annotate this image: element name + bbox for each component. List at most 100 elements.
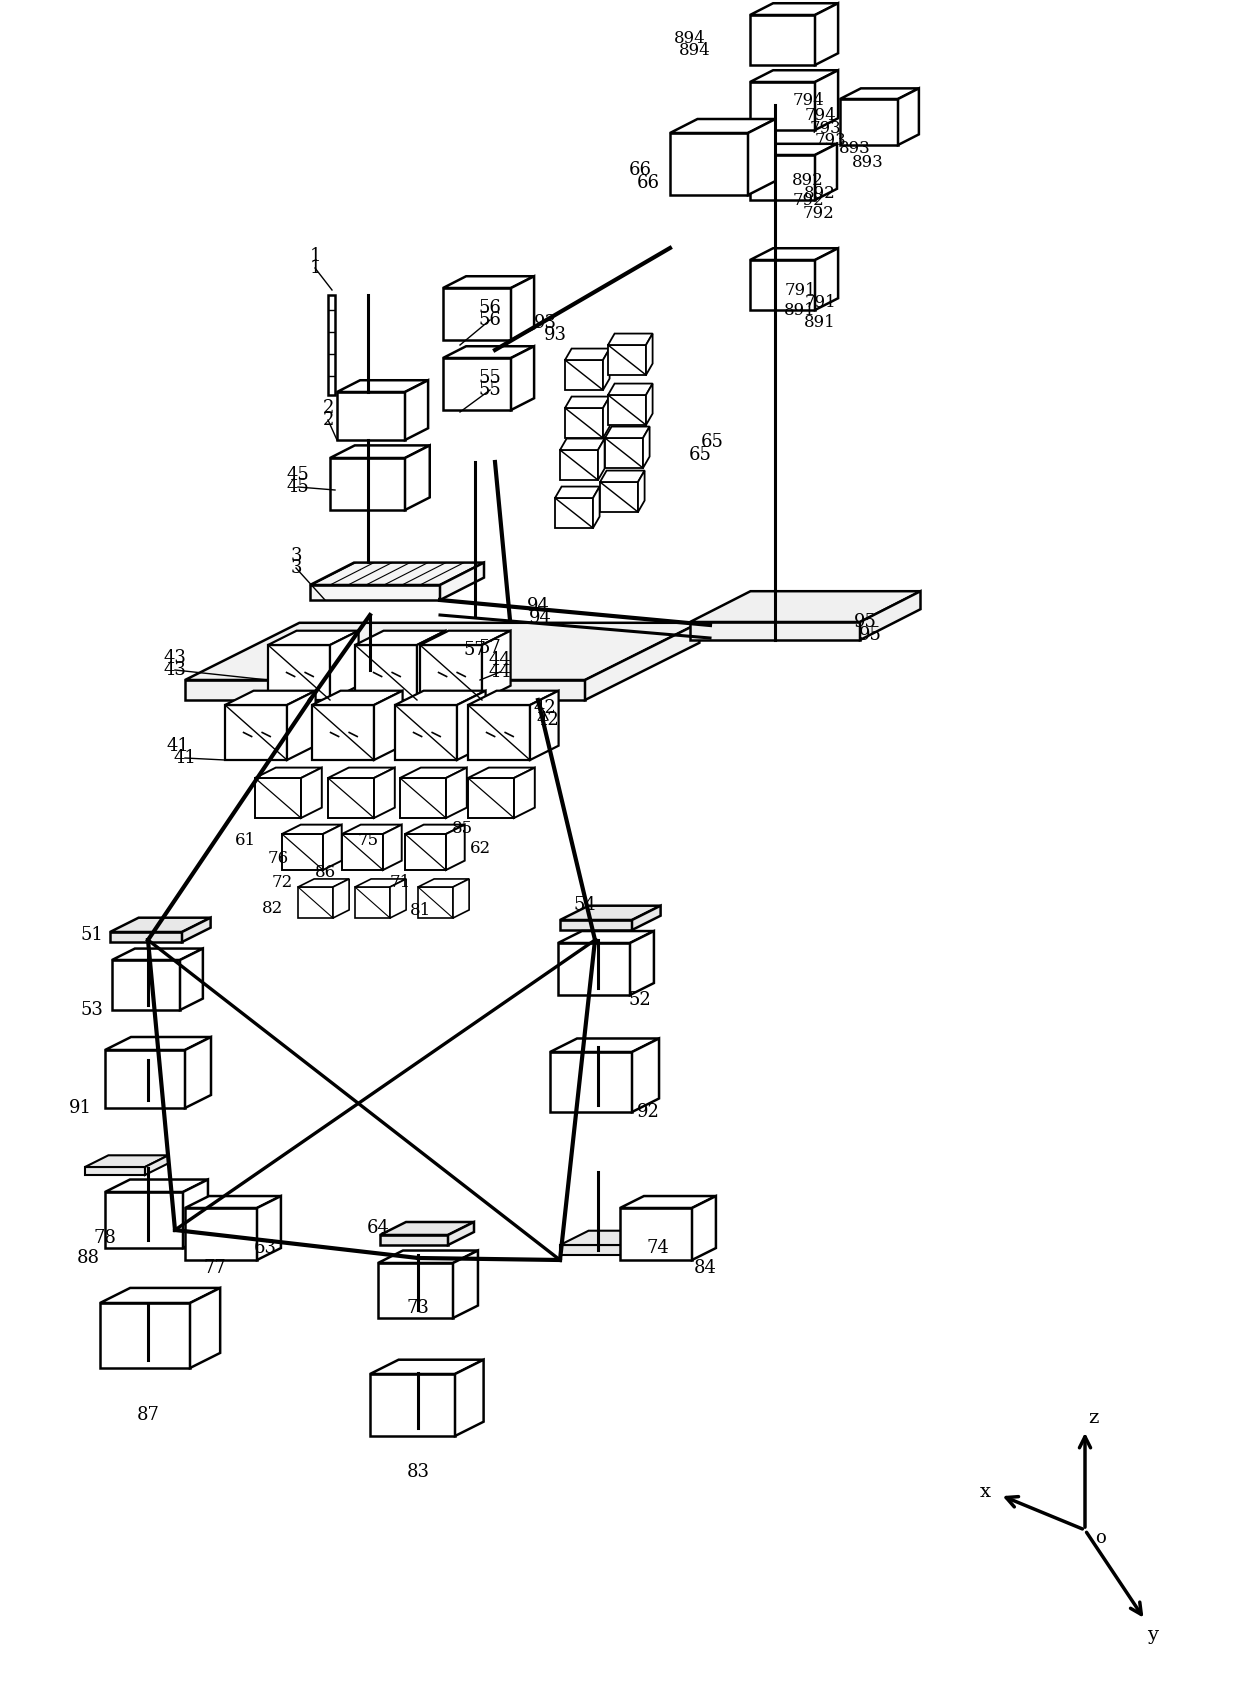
Polygon shape (448, 1221, 474, 1245)
Polygon shape (312, 691, 403, 705)
Text: 893: 893 (839, 139, 870, 156)
Polygon shape (105, 1037, 211, 1050)
Text: 1: 1 (309, 259, 321, 278)
Polygon shape (383, 825, 402, 871)
Polygon shape (355, 888, 391, 918)
Text: 65: 65 (688, 446, 712, 464)
Polygon shape (310, 562, 484, 584)
Polygon shape (600, 471, 645, 483)
Text: o: o (1096, 1530, 1106, 1547)
Polygon shape (689, 591, 920, 622)
Polygon shape (511, 346, 534, 410)
Polygon shape (337, 379, 428, 391)
Polygon shape (748, 119, 775, 195)
Polygon shape (257, 1196, 281, 1260)
Polygon shape (379, 1235, 448, 1245)
Polygon shape (334, 879, 350, 918)
Text: 57: 57 (479, 639, 501, 657)
Polygon shape (112, 949, 203, 960)
Polygon shape (185, 1208, 257, 1260)
Text: 81: 81 (409, 901, 430, 918)
Polygon shape (593, 486, 600, 529)
Polygon shape (100, 1287, 221, 1303)
Polygon shape (185, 1196, 281, 1208)
Text: 87: 87 (136, 1406, 160, 1425)
Polygon shape (750, 144, 837, 154)
Polygon shape (608, 383, 652, 395)
Text: 42: 42 (537, 711, 559, 728)
Text: 64: 64 (367, 1220, 389, 1237)
Text: 76: 76 (268, 849, 289, 867)
Polygon shape (255, 778, 301, 818)
Text: 894: 894 (675, 29, 706, 46)
Polygon shape (224, 705, 286, 761)
Polygon shape (370, 1374, 455, 1437)
Text: 74: 74 (646, 1238, 670, 1257)
Polygon shape (443, 276, 534, 288)
Text: 55: 55 (479, 369, 501, 386)
Text: 63: 63 (253, 1238, 277, 1257)
Polygon shape (565, 361, 603, 390)
Polygon shape (105, 1193, 184, 1248)
Text: 77: 77 (203, 1259, 227, 1277)
Polygon shape (560, 906, 661, 920)
Text: 91: 91 (68, 1099, 92, 1116)
Text: 791: 791 (804, 293, 836, 310)
Polygon shape (482, 630, 511, 700)
Text: 51: 51 (81, 927, 103, 944)
Polygon shape (185, 1037, 211, 1108)
Polygon shape (750, 259, 815, 310)
Polygon shape (405, 825, 465, 833)
Text: 92: 92 (636, 1103, 660, 1121)
Polygon shape (750, 3, 838, 15)
Polygon shape (443, 346, 534, 357)
Text: 45: 45 (286, 478, 309, 496)
Polygon shape (750, 154, 815, 200)
Text: 55: 55 (479, 381, 501, 400)
Polygon shape (180, 949, 203, 1010)
Text: 54: 54 (574, 896, 596, 915)
Polygon shape (556, 486, 600, 498)
Polygon shape (330, 630, 358, 700)
Text: 84: 84 (693, 1259, 717, 1277)
Polygon shape (560, 451, 598, 479)
Polygon shape (401, 767, 466, 778)
Polygon shape (443, 357, 511, 410)
Polygon shape (560, 920, 632, 930)
Polygon shape (467, 691, 558, 705)
Polygon shape (342, 825, 402, 833)
Text: 793: 793 (810, 120, 841, 137)
Polygon shape (182, 918, 211, 942)
Text: 95: 95 (853, 613, 877, 630)
Polygon shape (608, 395, 646, 425)
Polygon shape (608, 334, 652, 346)
Polygon shape (374, 767, 394, 818)
Polygon shape (560, 1232, 661, 1245)
Polygon shape (312, 705, 374, 761)
Text: 52: 52 (629, 991, 651, 1010)
Polygon shape (815, 69, 838, 130)
Polygon shape (145, 1155, 169, 1176)
Polygon shape (646, 383, 652, 425)
Polygon shape (585, 623, 699, 700)
Polygon shape (670, 134, 748, 195)
Polygon shape (329, 295, 335, 395)
Polygon shape (355, 645, 417, 700)
Polygon shape (330, 446, 430, 457)
Polygon shape (298, 888, 334, 918)
Text: 893: 893 (852, 154, 884, 171)
Text: 73: 73 (407, 1299, 429, 1316)
Polygon shape (100, 1303, 190, 1369)
Polygon shape (600, 483, 639, 512)
Text: 43: 43 (164, 649, 186, 667)
Text: 95: 95 (858, 627, 882, 644)
Polygon shape (322, 825, 342, 871)
Text: 792: 792 (792, 191, 823, 208)
Polygon shape (342, 833, 383, 871)
Text: 894: 894 (680, 41, 711, 59)
Text: 66: 66 (629, 161, 651, 180)
Text: 66: 66 (636, 174, 660, 191)
Polygon shape (511, 276, 534, 340)
Polygon shape (560, 439, 605, 451)
Polygon shape (639, 471, 645, 512)
